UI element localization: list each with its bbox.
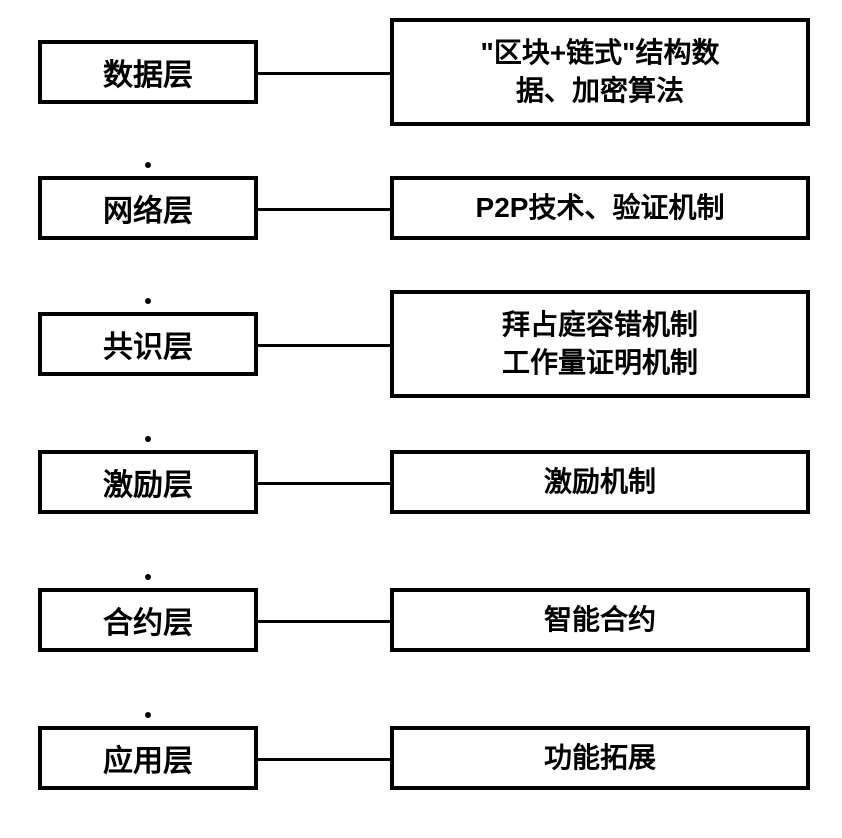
layer-label: 激励层: [38, 450, 258, 514]
arrow-dot: [145, 574, 151, 580]
connector-line: [258, 620, 390, 623]
layer-description: 智能合约: [390, 588, 810, 652]
layer-description: 激励机制: [390, 450, 810, 514]
layer-description: "区块+链式"结构数 据、加密算法: [390, 18, 810, 126]
arrow-dot: [145, 712, 151, 718]
connector-line: [258, 72, 390, 75]
layer-description: 功能拓展: [390, 726, 810, 790]
arrow-dot: [145, 162, 151, 168]
arrow-dot: [145, 436, 151, 442]
connector-line: [258, 344, 390, 347]
layer-description: 拜占庭容错机制 工作量证明机制: [390, 290, 810, 398]
layer-label: 数据层: [38, 40, 258, 104]
layer-label: 合约层: [38, 588, 258, 652]
connector-line: [258, 208, 390, 211]
layer-label: 网络层: [38, 176, 258, 240]
layer-label: 应用层: [38, 726, 258, 790]
arrow-dot: [145, 298, 151, 304]
layer-label: 共识层: [38, 312, 258, 376]
layer-description: P2P技术、验证机制: [390, 176, 810, 240]
connector-line: [258, 482, 390, 485]
connector-line: [258, 758, 390, 761]
